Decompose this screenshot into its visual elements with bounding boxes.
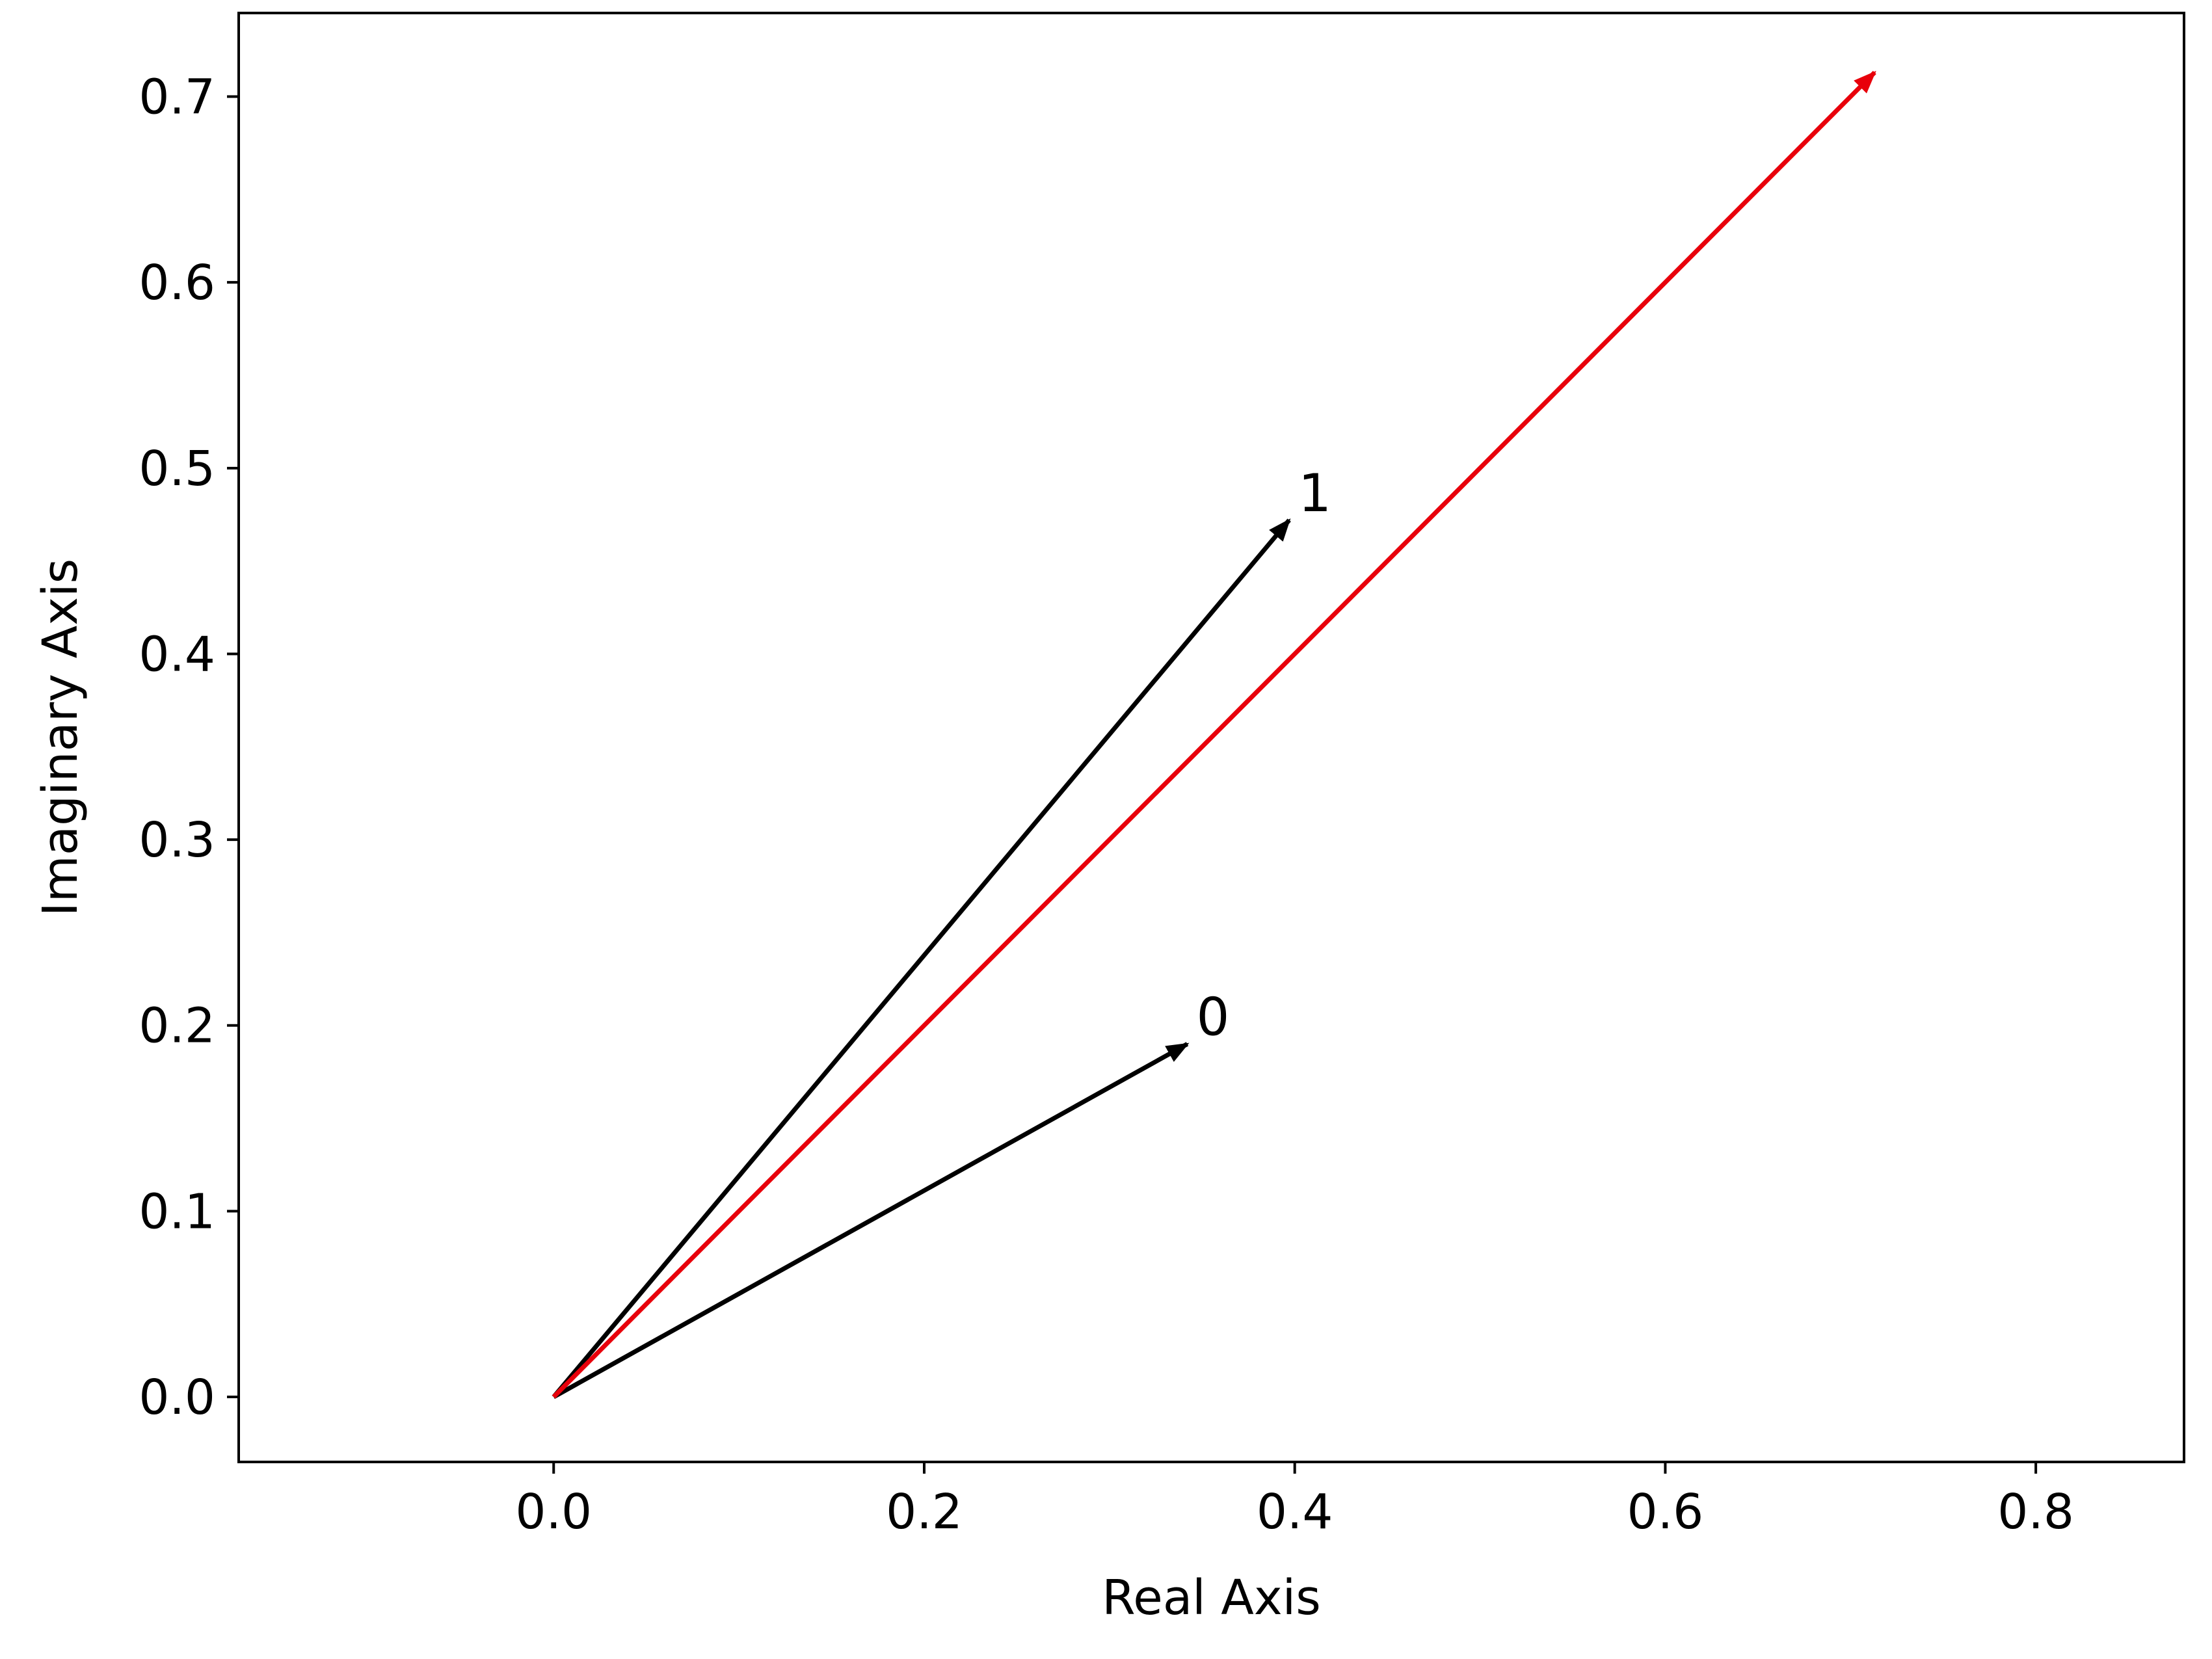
vector-arrow-sum	[552, 70, 1876, 1399]
y-tick-label: 0.0	[139, 1370, 215, 1426]
y-tick-label: 0.5	[139, 441, 215, 497]
y-tick-label: 0.7	[139, 70, 215, 126]
x-axis-label: Real Axis	[1102, 1570, 1321, 1626]
x-tick-label: 0.2	[886, 1484, 963, 1540]
vector-label: 0	[1196, 987, 1229, 1047]
y-axis-label: Imaginary Axis	[33, 559, 88, 916]
y-tick-label: 0.4	[139, 626, 215, 682]
vector-label: 1	[1298, 463, 1331, 524]
y-axis-ticks: 0.0 0.1 0.2 0.3 0.4 0.5 0.6 0.7	[139, 70, 239, 1426]
y-tick-label: 0.3	[139, 812, 215, 868]
x-tick-label: 0.0	[515, 1484, 592, 1540]
vector-arrow-0	[552, 1042, 1190, 1400]
x-axis-ticks: 0.0 0.2 0.4 0.6 0.8	[515, 1462, 2074, 1540]
y-tick-label: 0.1	[139, 1184, 215, 1240]
y-tick-label: 0.6	[139, 255, 215, 311]
x-tick-label: 0.8	[1997, 1484, 2074, 1540]
vectors: 01	[552, 70, 1876, 1400]
plot-frame	[237, 12, 2185, 1463]
vector-arrow-1	[552, 518, 1291, 1399]
y-tick-label: 0.2	[139, 998, 215, 1054]
x-tick-label: 0.6	[1627, 1484, 1704, 1540]
x-tick-label: 0.4	[1257, 1484, 1333, 1540]
